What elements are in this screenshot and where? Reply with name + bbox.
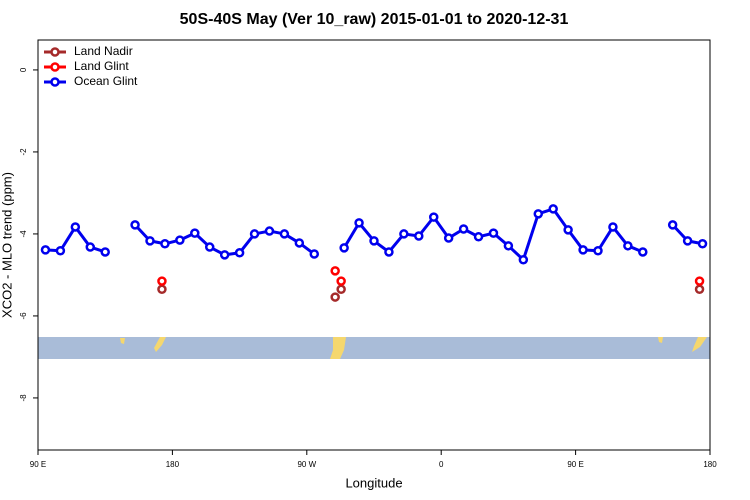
data-point — [264, 226, 275, 236]
data-point — [623, 241, 633, 251]
x-tick-label: 90 E — [30, 460, 46, 469]
data-point — [330, 292, 340, 302]
y-tick-label: 0 — [19, 67, 28, 72]
data-point — [458, 224, 469, 234]
data-point — [55, 245, 66, 256]
map-strip — [38, 337, 710, 359]
data-point — [330, 266, 340, 276]
data-point — [428, 212, 439, 222]
x-tick-label: 90 E — [567, 460, 583, 469]
legend-item: Land Glint — [44, 59, 129, 73]
data-point — [697, 239, 708, 249]
y-tick-label: -6 — [19, 312, 28, 320]
data-point — [443, 233, 454, 243]
data-point — [175, 235, 185, 245]
data-point — [100, 247, 110, 257]
data-point — [593, 245, 603, 256]
data-point — [518, 255, 529, 265]
data-point — [219, 250, 230, 260]
x-tick-label: 0 — [439, 460, 444, 469]
chart-title: 50S-40S May (Ver 10_raw) 2015-01-01 to 2… — [180, 11, 569, 28]
data-point — [369, 236, 379, 246]
data-point — [667, 220, 678, 230]
legend-label: Ocean Glint — [74, 74, 138, 88]
data-point — [473, 232, 484, 242]
data-point — [488, 228, 499, 238]
data-point — [533, 209, 544, 219]
data-point — [294, 238, 305, 248]
data-point — [354, 218, 364, 228]
data-point — [638, 247, 648, 257]
legend-label: Land Nadir — [74, 44, 133, 58]
legend-swatch-marker — [50, 47, 60, 57]
data-point — [279, 229, 290, 239]
data-point — [578, 245, 588, 255]
legend-item: Land Nadir — [44, 44, 133, 58]
data-point — [160, 239, 170, 249]
data-point — [145, 236, 155, 246]
data-point — [694, 276, 705, 286]
y-tick-label: -2 — [19, 148, 28, 156]
legend-label: Land Glint — [74, 59, 129, 73]
data-point — [694, 284, 705, 295]
data-point — [70, 222, 81, 232]
data-point — [339, 243, 349, 253]
x-tick-label: 180 — [166, 460, 180, 469]
data-point — [130, 220, 140, 230]
data-point — [157, 284, 167, 295]
data-point — [682, 236, 693, 246]
data-point — [384, 247, 394, 257]
x-tick-label: 180 — [703, 460, 717, 469]
data-point — [548, 204, 558, 214]
data-point — [204, 242, 215, 252]
plot-frame — [37, 39, 711, 451]
data-point — [85, 242, 96, 252]
data-point — [40, 245, 51, 255]
legend-item: Ocean Glint — [44, 74, 138, 88]
ocean-band — [38, 337, 710, 359]
data-point — [608, 222, 618, 232]
data-point — [563, 225, 573, 235]
legend-swatch-marker — [50, 62, 60, 72]
data-point — [336, 284, 346, 295]
data-point — [414, 231, 424, 241]
data-point — [234, 248, 245, 258]
data-point — [249, 229, 260, 239]
data-point — [399, 229, 409, 239]
data-point — [190, 228, 200, 238]
legend-swatch-marker — [50, 77, 60, 87]
y-tick-label: -8 — [19, 394, 28, 402]
data-point — [336, 276, 346, 286]
data-point — [309, 249, 320, 259]
x-axis-label: Longitude — [345, 475, 402, 490]
x-tick-label: 90 W — [297, 460, 316, 469]
data-point — [157, 276, 167, 286]
y-tick-label: -4 — [19, 230, 28, 238]
y-axis-label: XCO2 - MLO trend (ppm) — [0, 172, 14, 318]
data-point — [503, 241, 514, 251]
